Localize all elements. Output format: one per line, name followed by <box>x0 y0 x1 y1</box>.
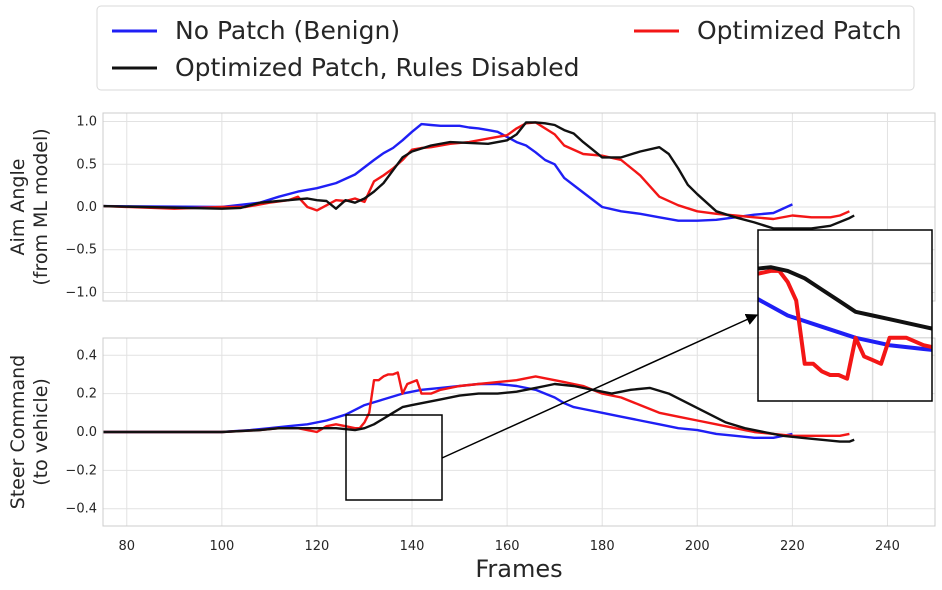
steer-y-tick-label: 0.0 <box>76 425 97 440</box>
zoom-inset-lines <box>758 230 932 401</box>
steer-y-tick-label: 0.2 <box>76 387 97 402</box>
legend: No Patch (Benign) Optimized Patch Optimi… <box>96 5 915 91</box>
steer-y-tick-label: −0.2 <box>65 463 97 478</box>
aim-y-tick-label: 1.0 <box>76 115 97 130</box>
aim-y-tick-label: 0.0 <box>76 200 97 215</box>
aim-series-line-2 <box>102 121 855 230</box>
steer-y-tick-label: −0.4 <box>65 502 97 517</box>
zoom-annotation <box>345 229 933 501</box>
aim-series-line-1 <box>102 121 850 221</box>
x-tick-label: 200 <box>685 539 710 554</box>
steer-y-tick-labels: −0.4 −0.2 0.0 0.2 0.4 <box>65 348 97 516</box>
aim-y-tick-label: 0.5 <box>76 157 97 172</box>
zoom-arrow <box>441 314 759 459</box>
zoom-inset <box>757 229 933 402</box>
x-tick-label: 140 <box>400 539 425 554</box>
steer-gridlines <box>103 338 935 526</box>
legend-label-rules-disabled: Optimized Patch, Rules Disabled <box>175 53 579 82</box>
x-tick-label: 120 <box>305 539 330 554</box>
legend-label-optimized-patch: Optimized Patch <box>697 16 902 45</box>
steer-series-lines <box>103 371 855 443</box>
aim-series-line-0 <box>102 122 793 222</box>
x-tick-label: 160 <box>495 539 520 554</box>
steer-ylabel-line1: Steer Command <box>7 355 29 509</box>
inset-series-line-1 <box>758 268 932 381</box>
x-tick-label: 180 <box>590 539 615 554</box>
steer-y-tick-label: 0.4 <box>76 348 97 363</box>
x-axis-label: Frames <box>475 555 562 583</box>
inset-series-line-2 <box>758 265 932 331</box>
aim-series-lines <box>102 121 855 230</box>
steer-series-line-1 <box>103 371 850 437</box>
aim-y-tick-label: −1.0 <box>65 285 97 300</box>
aim-ylabel-line2: (from ML model) <box>30 128 52 285</box>
steer-plot-frame <box>102 337 936 527</box>
x-tick-labels: 80 100 120 140 160 180 200 220 240 <box>118 539 899 554</box>
aim-plot-frame <box>102 112 936 302</box>
x-tick-label: 100 <box>209 539 234 554</box>
aim-ylabel-line1: Aim Angle <box>7 159 29 256</box>
steer-series-line-2 <box>103 382 855 443</box>
aim-y-tick-labels: −1.0 −0.5 0.0 0.5 1.0 <box>65 115 97 301</box>
aim-y-tick-label: −0.5 <box>65 243 97 258</box>
x-tick-label: 240 <box>875 539 900 554</box>
legend-label-no-patch: No Patch (Benign) <box>175 16 400 45</box>
x-tick-label: 220 <box>780 539 805 554</box>
steer-ylabel-line2: (to vehicle) <box>30 378 52 486</box>
legend-box <box>96 5 915 91</box>
zoom-inset-frame <box>757 229 933 402</box>
x-tick-label: 80 <box>118 539 135 554</box>
steer-series-line-0 <box>103 382 793 439</box>
